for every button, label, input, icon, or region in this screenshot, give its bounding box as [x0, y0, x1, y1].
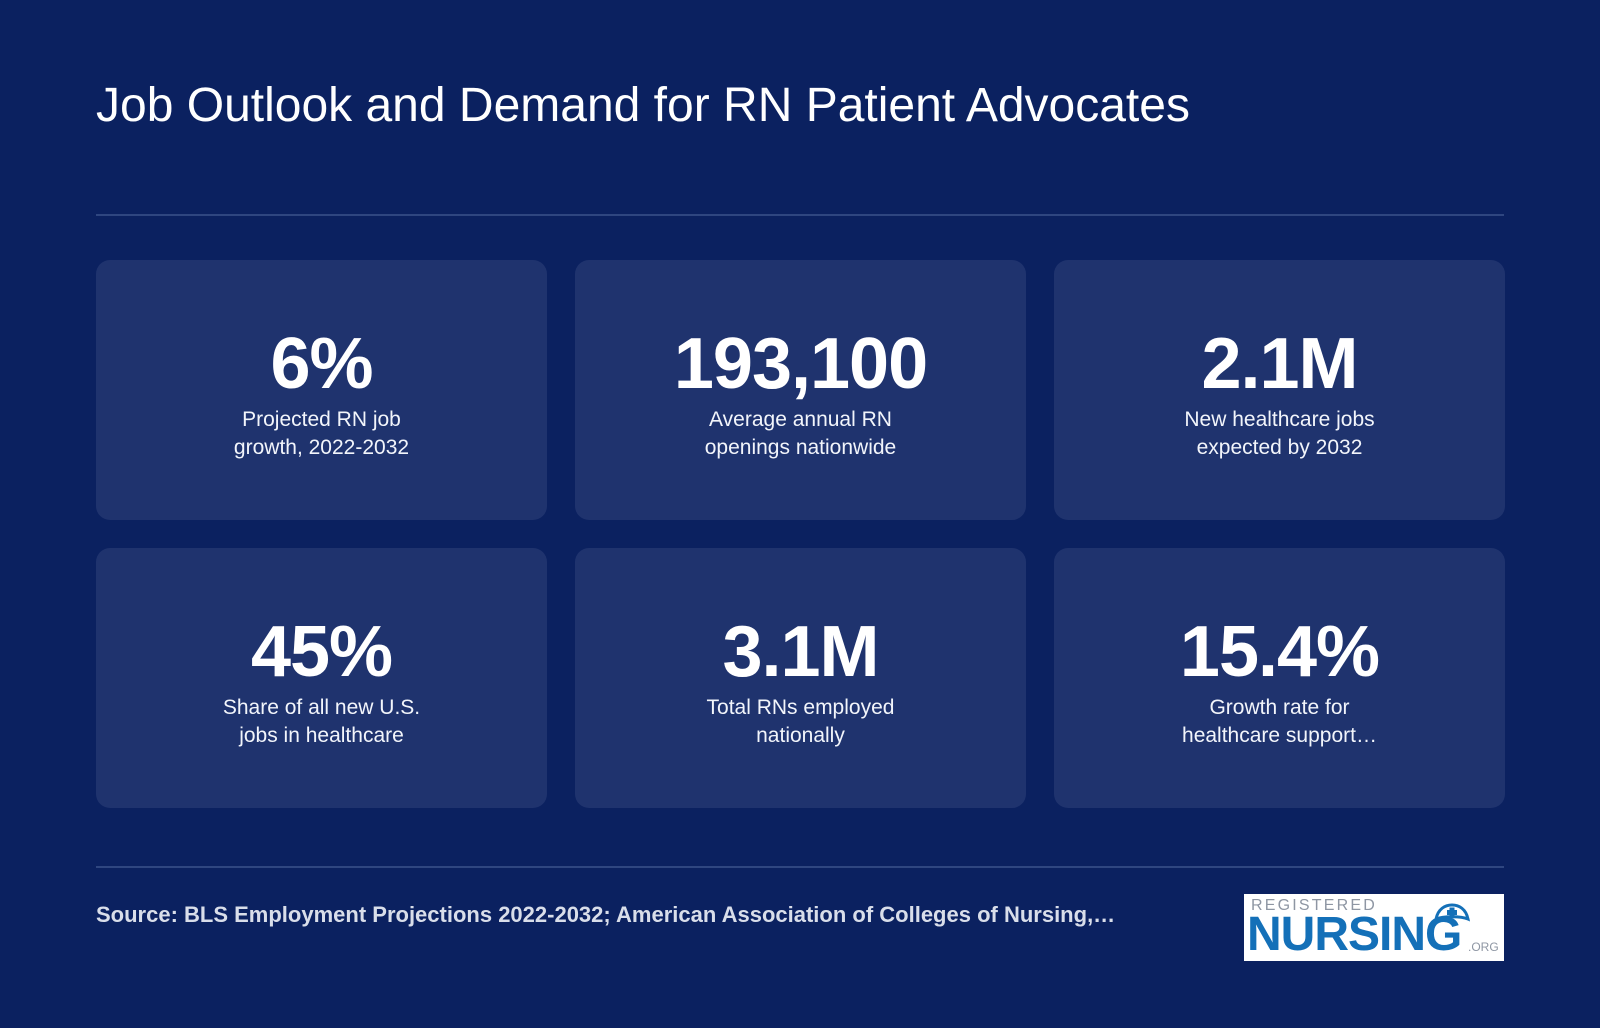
nurse-cap-icon — [1433, 903, 1471, 922]
stat-card-healthcare-share: 45% Share of all new U.S. jobs in health… — [96, 548, 547, 808]
stat-value: 6% — [270, 324, 373, 404]
stat-card-total-rns: 3.1M Total RNs employed nationally — [575, 548, 1026, 808]
logo-suffix-text: .ORG — [1468, 940, 1499, 954]
stat-card-annual-openings: 193,100 Average annual RN openings natio… — [575, 260, 1026, 520]
stat-value: 45% — [250, 612, 393, 692]
stat-label: New healthcare jobs expected by 2032 — [1184, 408, 1375, 459]
stat-label: Projected RN job growth, 2022-2032 — [233, 408, 410, 459]
stat-card-support-growth: 15.4% Growth rate for healthcare support… — [1054, 548, 1505, 808]
top-divider — [96, 214, 1504, 216]
bottom-divider — [96, 866, 1504, 868]
page-title: Job Outlook and Demand for RN Patient Ad… — [96, 79, 1190, 132]
stat-label: Average annual RN openings nationwide — [704, 408, 897, 459]
registered-nursing-logo[interactable]: REGISTERED NURSING .ORG — [1244, 894, 1504, 961]
logo-top-text: REGISTERED — [1251, 897, 1378, 914]
stats-grid: 6% Projected RN job growth, 2022-2032 19… — [96, 260, 1505, 808]
stat-card-healthcare-jobs: 2.1M New healthcare jobs expected by 203… — [1054, 260, 1505, 520]
stat-card-rn-job-growth: 6% Projected RN job growth, 2022-2032 — [96, 260, 547, 520]
source-citation: Source: BLS Employment Projections 2022-… — [96, 902, 1116, 927]
stat-value: 2.1M — [1201, 324, 1358, 404]
stat-value: 3.1M — [722, 612, 879, 692]
stat-value: 193,100 — [673, 324, 928, 404]
logo-main-text: NURSING — [1247, 908, 1462, 961]
stat-label: Growth rate for healthcare support… — [1182, 696, 1377, 747]
stat-label: Total RNs employed nationally — [706, 696, 895, 747]
stat-label: Share of all new U.S. jobs in healthcare — [222, 696, 421, 747]
stat-value: 15.4% — [1179, 612, 1380, 692]
